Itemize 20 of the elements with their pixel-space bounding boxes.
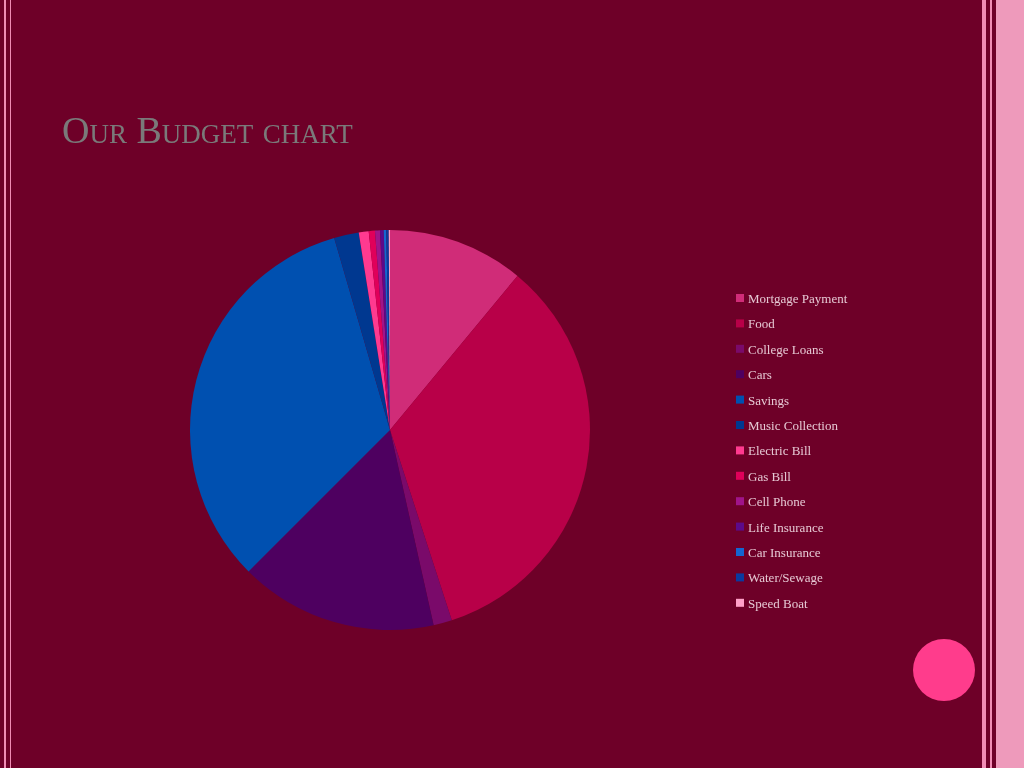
legend-label: Speed Boat: [748, 595, 808, 611]
legend-label: Water/Sewage: [748, 570, 823, 586]
pie-slice: [390, 230, 518, 430]
legend-label: Electric Bill: [748, 443, 812, 459]
legend-label: Gas Bill: [748, 468, 792, 484]
legend-label: Food: [748, 316, 776, 332]
pie-slice: [390, 275, 590, 621]
legend-label: Mortgage Payment: [748, 291, 848, 306]
pie-slice: [190, 237, 390, 572]
legend-label: Life Insurance: [748, 519, 824, 535]
pie-slice: [334, 232, 390, 430]
legend-label: Savings: [748, 392, 790, 408]
pie-slice: [248, 430, 434, 630]
pie-slice: [358, 231, 390, 430]
chart-title: Our Budget chart: [62, 109, 354, 151]
legend-label: Music Collection: [748, 418, 839, 433]
legend-label: Cars: [748, 367, 772, 383]
legend-label: College Loans: [748, 341, 824, 357]
legend-label: Car Insurance: [748, 545, 821, 560]
legend-label: Cell Phone: [748, 494, 806, 510]
